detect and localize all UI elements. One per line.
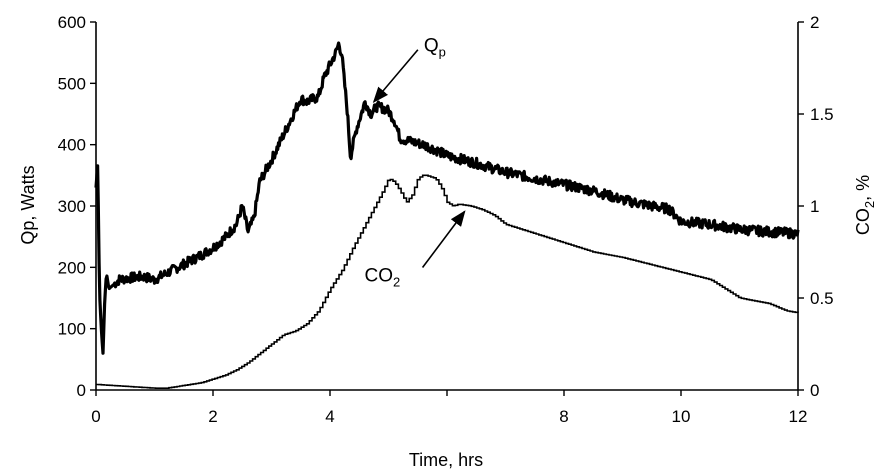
series-group — [94, 41, 800, 389]
annotation-label-co2: CO2 — [365, 266, 401, 290]
y-right-tick-label: 1 — [810, 197, 819, 216]
y-axis-right-title: CO2, % — [853, 175, 877, 235]
y-axis-left-title: Qp, Watts — [18, 165, 38, 244]
annotation-label-base: Q — [424, 36, 439, 57]
annotation-label-qp: Qp — [424, 36, 446, 60]
y-left-tick-label: 500 — [58, 74, 86, 93]
y-right-tick-label: 0 — [810, 381, 819, 400]
series-line-qp — [94, 41, 800, 355]
y-right-tick-label: 1.5 — [810, 105, 834, 124]
annotation-arrow-qp — [372, 49, 419, 103]
annotations: Qp CO2 — [365, 36, 466, 290]
x-tick-label: 2 — [208, 407, 217, 426]
x-tick-label: 8 — [559, 407, 568, 426]
y-right-tick-label: 0.5 — [810, 289, 834, 308]
y-left-tick-label: 400 — [58, 136, 86, 155]
y-axis-right-title-suffix: , % — [853, 175, 873, 201]
y-left-tick-label: 200 — [58, 258, 86, 277]
annotation-label-subscript: 2 — [393, 275, 400, 290]
annotation-label-subscript: p — [439, 45, 446, 60]
x-axis-title: Time, hrs — [409, 450, 483, 470]
y-left-tick-label: 100 — [58, 320, 86, 339]
axes — [95, 22, 799, 391]
y-axis-right-title-subscript: 2 — [862, 201, 877, 208]
y-left-tick-label: 0 — [77, 381, 86, 400]
x-tick-label: 4 — [325, 407, 334, 426]
y-right-tick-label: 2 — [810, 13, 819, 32]
annotation-arrow-co2 — [421, 210, 466, 268]
x-tick-label: 12 — [789, 407, 808, 426]
series-line-co2 — [96, 174, 799, 389]
y-left-tick-label: 300 — [58, 197, 86, 216]
y-axis-right-title-base: CO — [853, 208, 873, 235]
x-tick-label: 10 — [672, 407, 691, 426]
x-tick-label: 0 — [91, 407, 100, 426]
y-left-tick-label: 600 — [58, 13, 86, 32]
annotation-label-base: CO — [365, 266, 394, 287]
